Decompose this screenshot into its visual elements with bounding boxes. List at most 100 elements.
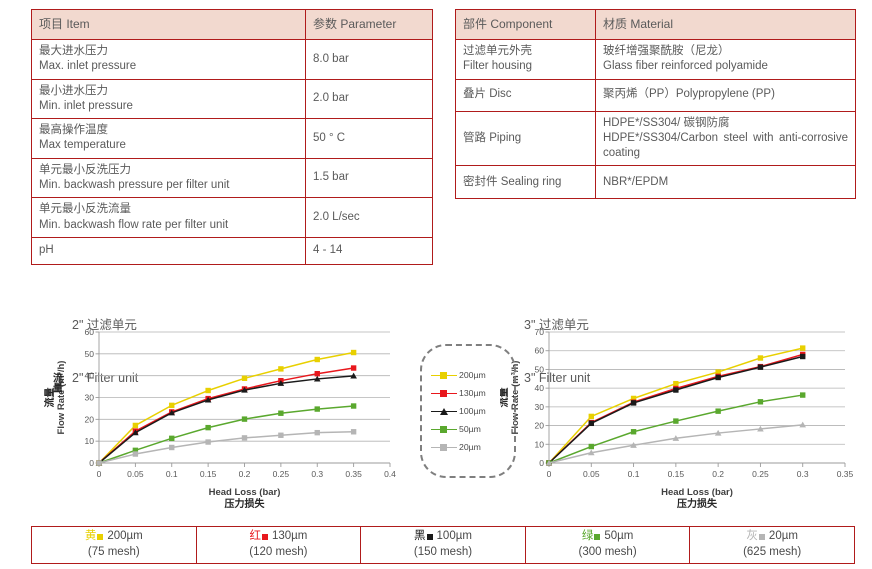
row-value: 1.5 bar: [305, 157, 433, 199]
series-20µm: [96, 429, 357, 466]
x-tick-label: 0: [547, 469, 552, 479]
mesh-cell-20um: 灰 20µm (625 mesh): [690, 527, 854, 563]
y-tick-label: 10: [535, 439, 545, 449]
row-value: 4 - 14: [305, 236, 433, 265]
materials-table: 部件 Component 材质 Material 过滤单元外壳 Filter h…: [455, 9, 856, 200]
mesh-cell-line1: 绿 50µm: [582, 529, 634, 545]
series-20µm: [545, 421, 807, 466]
mesh-cell-200um: 黄 200µm (75 mesh): [32, 527, 197, 563]
mesh-count: (300 mesh): [578, 546, 637, 558]
x-tick-label: 0.2: [239, 469, 251, 479]
mesh-cell-line1: 黑 100µm: [414, 529, 472, 545]
material-value: 玻纤增强聚酰胺（尼龙） Glass fiber reinforced polya…: [595, 39, 856, 80]
y-tick-label: 50: [535, 364, 545, 374]
svg-chart3-canvas: 0 10 20 30 40 50 60 70 0 0.05 0.1 0.15 0.2 0.25 0.3 0.3…: [500, 327, 854, 510]
x-tick-label: 0.2: [712, 469, 724, 479]
series-legend: 200µm 130µm 100µm 50µm 20µm: [420, 344, 516, 478]
y-tick-label: 60: [535, 346, 545, 356]
mesh-color-name-cn: 黄: [84, 530, 97, 543]
component-label: 过滤单元外壳 Filter housing: [455, 39, 596, 80]
table-row: 单元最小反洗流量 Min. backwash flow rate per fil…: [31, 197, 433, 238]
row-value: 2.0 bar: [305, 78, 433, 120]
table-row: 密封件 Sealing ring NBR*/EPDM: [455, 165, 856, 200]
row-label: 最大进水压力 Max. inlet pressure: [31, 39, 306, 80]
mesh-cell-50um: 绿 50µm (300 mesh): [526, 527, 691, 563]
legend-item[interactable]: 100µm: [431, 402, 514, 420]
chart-2in-title: 2" 过滤单元 2" Filter unit: [72, 281, 138, 405]
x-tick-label: 0.1: [166, 469, 178, 479]
mesh-color-swatch-icon: [594, 534, 601, 541]
row-label: 单元最小反洗压力 Min. backwash pressure per filt…: [31, 157, 306, 199]
component-label: 叠片 Disc: [455, 78, 596, 112]
legend-label: 50µm: [459, 424, 481, 434]
material-value-en: Glass fiber reinforced polyamide: [603, 60, 768, 73]
row-label: pH: [31, 236, 306, 265]
y-tick-label: 60: [85, 327, 95, 337]
mesh-color-name-cn: 绿: [581, 530, 594, 543]
row-label-en: Min. backwash flow rate per filter unit: [39, 218, 229, 231]
mesh-count: (120 mesh): [249, 546, 308, 558]
legend-marker-130um-icon: [431, 387, 457, 399]
row-value: 2.0 L/sec: [305, 197, 433, 238]
specifications-table: 项目 Item 参数 Parameter 最大进水压力 Max. inlet p…: [31, 9, 433, 265]
legend-label: 130µm: [459, 388, 486, 398]
legend-item[interactable]: 130µm: [431, 384, 514, 402]
legend-marker-20um-icon: [431, 441, 457, 453]
row-label-cn: 最大进水压力: [39, 45, 108, 57]
y-axis-label: Flow Rate (m³/h): [56, 361, 67, 435]
material-value: HDPE*/SS304/ 碳钢防腐 HDPE*/SS304/Carbon ste…: [595, 110, 856, 167]
row-label: 单元最小反洗流量 Min. backwash flow rate per fil…: [31, 197, 306, 238]
chart-2in: 0 10 20 30 40 50 60 0 0.05 0.1 0.15 0.2 0.25 0.3 0.35 0…: [40, 322, 410, 512]
legend-item[interactable]: 20µm: [431, 438, 514, 456]
legend-item[interactable]: 50µm: [431, 420, 514, 438]
y-tick-label: 30: [535, 402, 545, 412]
x-axis-label-cn: 压力损失: [677, 497, 718, 510]
x-axis-label: Head Loss (bar): [661, 487, 733, 498]
table-row: 管路 Piping HDPE*/SS304/ 碳钢防腐 HDPE*/SS304/…: [455, 110, 856, 167]
table-row: 最高操作温度 Max temperature 50 ° C: [31, 118, 433, 159]
legend-label: 100µm: [459, 406, 486, 416]
mesh-cell-line1: 红 130µm: [249, 529, 307, 545]
table-row: pH 4 - 14: [31, 236, 433, 265]
series-200µm: [546, 345, 806, 466]
row-label-cn: 单元最小反洗流量: [39, 203, 131, 216]
svg-chart2-canvas: 0 10 20 30 40 50 60 0 0.05 0.1 0.15 0.2 0.25 0.3 0.35 0…: [43, 327, 396, 510]
x-tick-label: 0.3: [311, 469, 323, 479]
x-tick-label: 0.05: [583, 469, 600, 479]
legend-item[interactable]: 200µm: [431, 366, 514, 384]
y-tick-label: 0: [89, 458, 94, 468]
row-label-cn: 单元最小反洗压力: [39, 163, 131, 176]
y-tick-label: 70: [535, 327, 545, 337]
x-tick-label: 0.25: [752, 469, 769, 479]
mesh-color-swatch-icon: [97, 534, 104, 541]
component-label: 管路 Piping: [455, 110, 596, 167]
row-label-cn: 最高操作温度: [39, 124, 108, 137]
mesh-cell-line1: 黄 200µm: [85, 529, 143, 545]
mesh-size: 20µm: [768, 530, 798, 543]
x-tick-label: 0.35: [837, 469, 854, 479]
table-header-row: 项目 Item 参数 Parameter: [31, 9, 433, 40]
mesh-size: 200µm: [107, 530, 143, 543]
material-value-en: HDPE*/SS304/Carbon steel with anti-corro…: [603, 131, 848, 160]
table-row: 叠片 Disc 聚丙烯（PP）Polypropylene (PP): [455, 78, 856, 112]
x-tick-label: 0.15: [200, 469, 217, 479]
row-value: 50 ° C: [305, 118, 433, 159]
column-header-item: 项目 Item: [31, 9, 306, 40]
chart-3in-title-cn: 3" 过滤单元: [524, 317, 589, 332]
x-tick-label: 0.25: [273, 469, 290, 479]
mesh-color-swatch-icon: [758, 534, 765, 541]
row-label: 最小进水压力 Min. inlet pressure: [31, 78, 306, 120]
mesh-cell-100um: 黑 100µm (150 mesh): [361, 527, 526, 563]
y-tick-label: 0: [539, 458, 544, 468]
x-axis-label-cn: 压力损失: [225, 497, 266, 510]
table-row: 最大进水压力 Max. inlet pressure 8.0 bar: [31, 39, 433, 80]
column-header-material: 材质 Material: [595, 9, 856, 40]
legend-label: 20µm: [459, 442, 481, 452]
x-tick-label: 0.35: [345, 469, 362, 479]
mesh-color-swatch-icon: [426, 534, 433, 541]
material-value-cn: HDPE*/SS304/ 碳钢防腐: [603, 116, 730, 129]
y-tick-label: 40: [85, 371, 95, 381]
mesh-count: (625 mesh): [743, 546, 802, 558]
mesh-size: 50µm: [604, 530, 634, 543]
column-header-parameter: 参数 Parameter: [305, 9, 433, 40]
